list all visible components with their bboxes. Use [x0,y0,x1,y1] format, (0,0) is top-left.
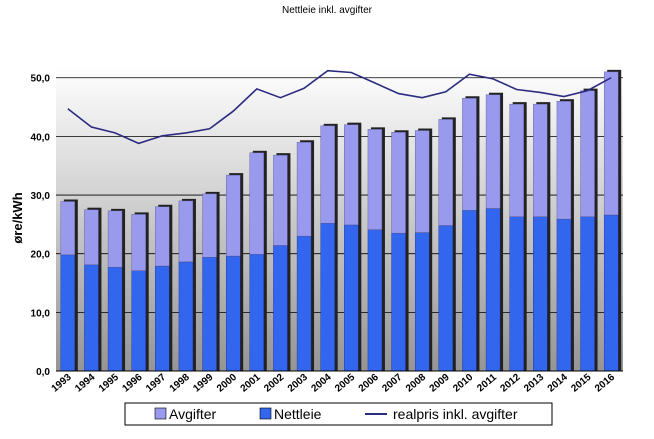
x-tick-label: 2002 [262,372,286,395]
y-tick-label: 0,0 [36,367,50,378]
bar-nettleie [84,264,99,372]
legend-label: realpris inkl. avgifter [393,406,518,422]
chart-title: Nettleie inkl. avgifter [281,5,373,16]
bar-avgifter [414,130,430,233]
bar-avgifter [131,214,146,271]
bar-nettleie [509,216,524,372]
bar-avgifter [296,142,312,237]
x-tick-label: 1993 [50,372,74,395]
bar-nettleie [178,261,194,372]
plot-area [56,66,623,371]
bar-avgifter [60,201,76,256]
x-tick-label: 1994 [73,372,97,395]
bar-avgifter [178,200,194,263]
bar-nettleie [273,245,288,372]
bar-avgifter [320,125,335,224]
x-tick-label: 2003 [286,372,310,395]
x-tick-label: 2016 [593,372,617,395]
bars [60,71,619,372]
bar-nettleie [60,254,76,372]
bar-nettleie [438,225,454,372]
bar-nettleie [485,208,501,372]
x-tick-label: 2011 [475,372,499,395]
y-tick-label: 20,0 [31,250,51,261]
bar-avgifter [225,174,241,257]
x-tick-label: 2010 [451,372,475,395]
bar-avgifter [556,100,572,220]
bar-nettleie [155,265,170,372]
bar-nettleie [603,214,619,372]
x-tick-label: 1996 [121,372,145,395]
bar-nettleie [249,254,265,372]
x-tick-label: 1999 [191,372,215,395]
y-tick-label: 30,0 [31,191,51,202]
x-tick-label: 2012 [499,372,523,395]
bar-nettleie [533,216,548,372]
x-tick-label: 2004 [310,372,334,395]
bar-nettleie [367,229,383,372]
bar-avgifter [155,206,170,267]
bar-avgifter [249,152,265,255]
realpris-line [67,69,612,145]
x-tick-label: 2013 [522,372,546,395]
bar-avgifter [603,71,619,216]
bar-nettleie [131,270,146,372]
legend-label: Nettleie [274,406,322,422]
y-tick-label: 40,0 [31,132,51,143]
y-tick-label: 10,0 [31,308,51,319]
bar-avgifter [438,119,454,226]
x-tick-label: 2009 [428,372,452,395]
bar-nettleie [107,266,123,372]
bar-avgifter [344,124,359,226]
x-tick-label: 2001 [239,372,263,395]
bar-nettleie [202,257,217,372]
bar-nettleie [414,232,430,372]
x-tick-label: 2000 [215,372,239,395]
bar-avgifter [391,132,406,234]
legend-box [124,402,553,426]
x-tick-label: 2007 [380,372,404,395]
bar-nettleie [391,232,406,372]
bar-avgifter [485,94,501,209]
bar-avgifter [367,129,383,230]
bar-nettleie [580,216,595,372]
bar-nettleie [225,255,241,372]
x-tick-label: 2005 [333,372,357,395]
y-axis-label: øre/kWh [10,192,25,243]
bar-avgifter [533,103,548,217]
x-tick-label: 1998 [168,372,192,395]
y-tick-label: 50,0 [31,74,51,85]
x-tick-label: 1997 [144,372,168,395]
gridlines [56,77,623,313]
bar-avgifter [509,103,524,217]
y-axis-ticks: 0,0 10,0 20,0 30,0 40,0 50,0 [31,74,51,378]
bar-avgifter [202,193,217,258]
x-axis-ticks: 1993 1994 1995 1996 1997 1998 1999 2000 2001 2002… [50,372,618,395]
legend-label: Avgifter [169,406,217,422]
bar-avgifter [462,98,477,211]
bar-nettleie [344,224,359,372]
legend-swatch [154,407,167,420]
legend: Avgifter Nettleie realpris inkl. avgifter [124,402,553,426]
x-tick-label: 2014 [546,372,570,395]
legend-swatch [259,407,272,420]
bar-nettleie [556,218,572,372]
x-tick-label: 2008 [404,372,428,395]
bar-nettleie [320,222,335,372]
x-tick-label: 2015 [569,372,593,395]
bar-avgifter [107,210,123,268]
x-tick-label: 1995 [97,372,121,395]
bar-nettleie [462,210,477,372]
bar-avgifter [580,90,595,217]
bar-avgifter [84,209,99,266]
x-tick-label: 2006 [357,372,381,395]
bar-nettleie [296,235,312,372]
bar-avgifter [273,154,288,246]
